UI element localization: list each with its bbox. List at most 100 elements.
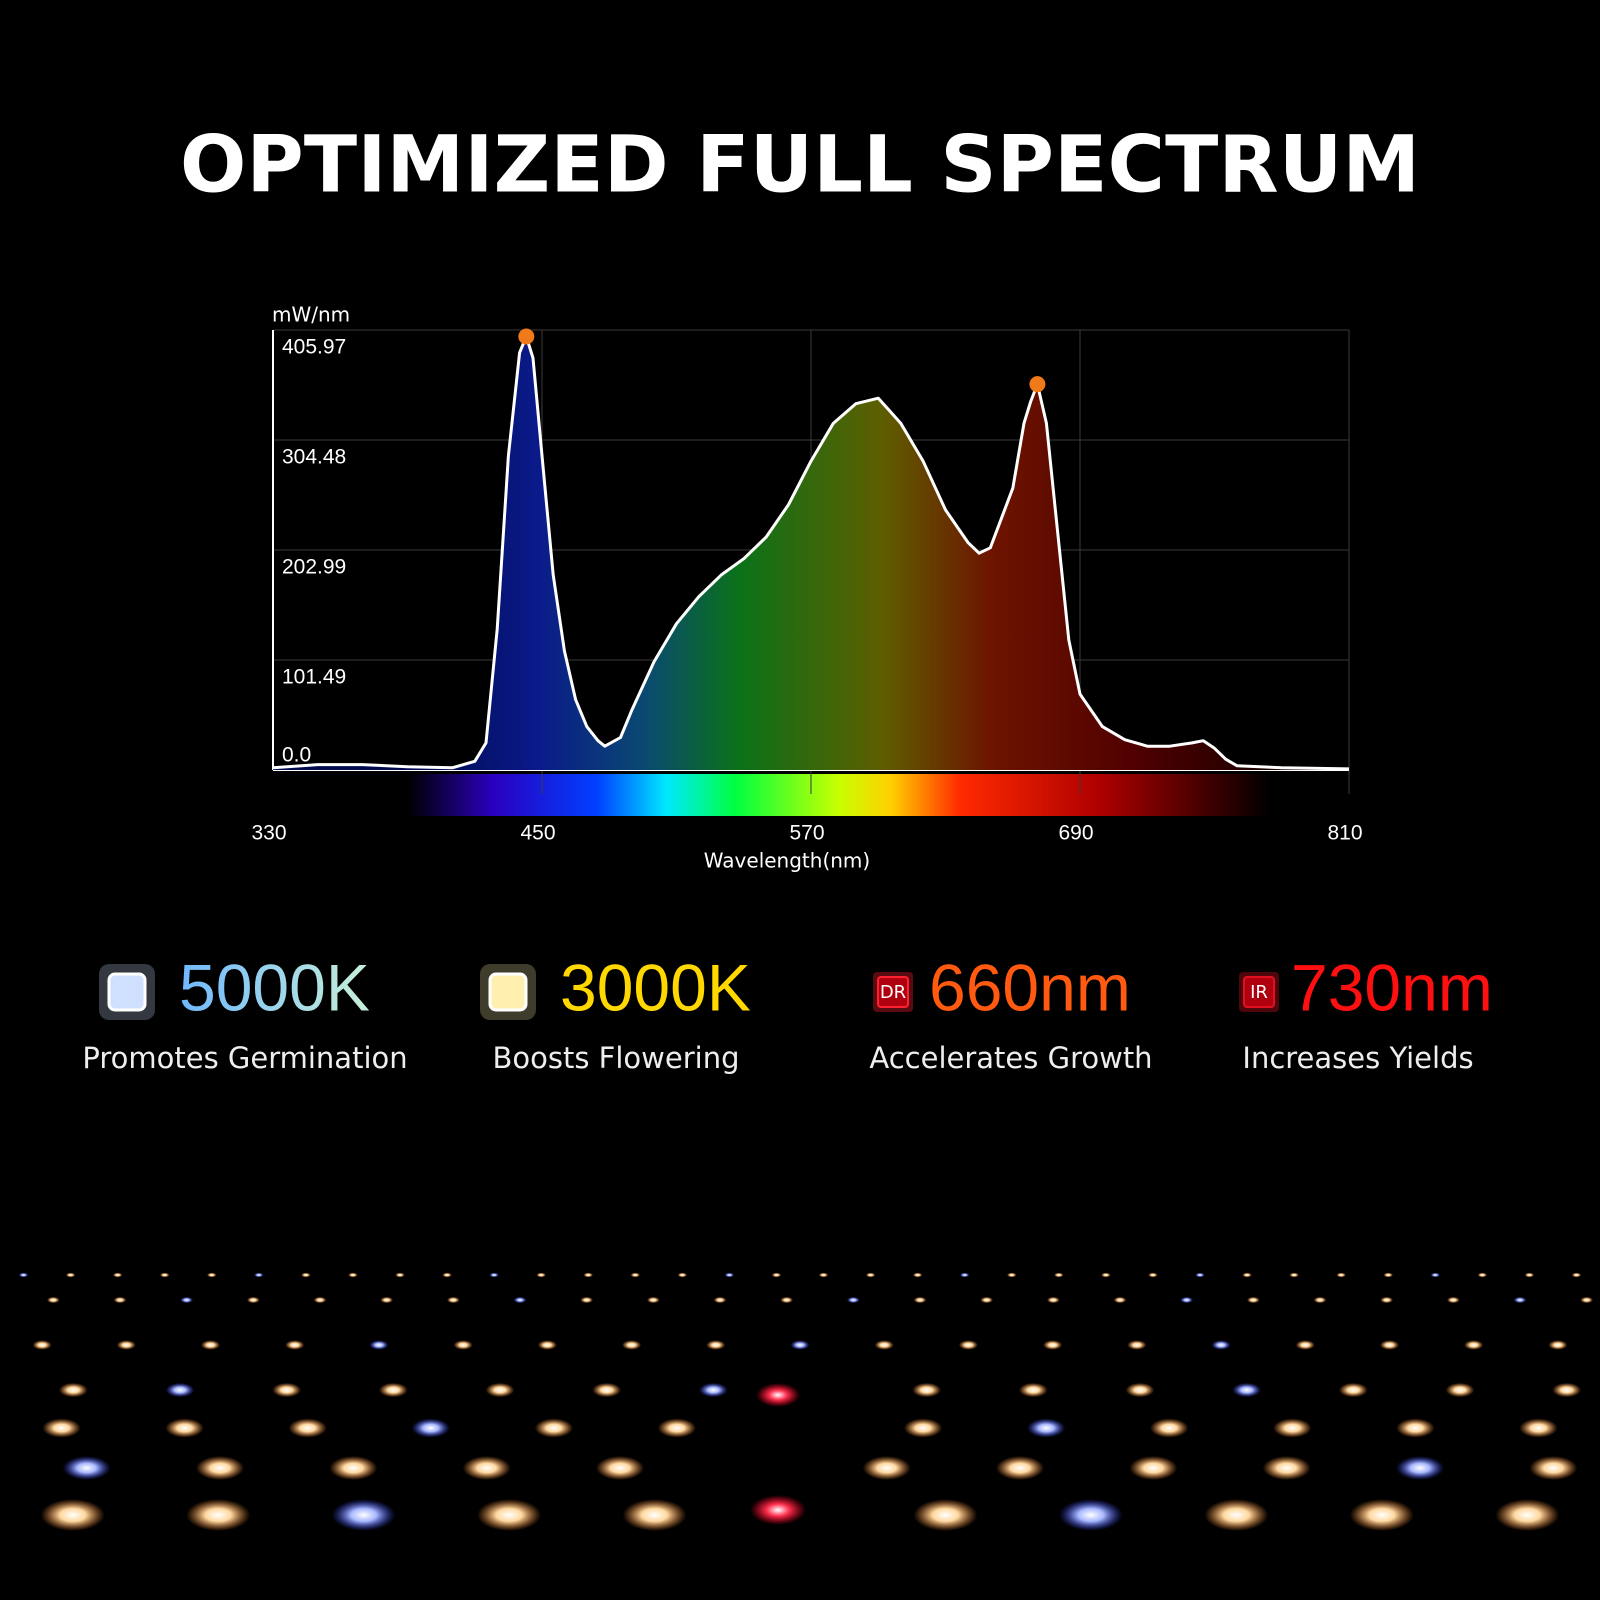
x-tick-label: 690 xyxy=(1058,822,1093,845)
y-tick-label: 0.0 xyxy=(282,744,311,767)
led xyxy=(1195,1272,1205,1278)
led xyxy=(537,1340,557,1350)
led xyxy=(846,1296,860,1304)
led xyxy=(874,1340,894,1350)
led xyxy=(196,1456,244,1480)
led xyxy=(621,1340,642,1350)
led xyxy=(1295,1340,1315,1350)
led xyxy=(411,1418,450,1438)
led xyxy=(1519,1418,1558,1438)
x-tick-label: 570 xyxy=(789,822,824,845)
led xyxy=(630,1272,641,1278)
led xyxy=(285,1340,305,1350)
led xyxy=(1383,1272,1394,1278)
led xyxy=(534,1418,574,1438)
led xyxy=(1464,1340,1484,1350)
led xyxy=(395,1272,405,1278)
led xyxy=(1129,1456,1178,1480)
led xyxy=(677,1272,688,1278)
y-tick-label: 405.97 xyxy=(282,336,346,359)
led xyxy=(1026,1418,1066,1438)
led xyxy=(58,1382,88,1398)
led xyxy=(1242,1272,1252,1278)
led xyxy=(116,1340,136,1350)
led xyxy=(1273,1418,1312,1438)
led xyxy=(112,1272,123,1278)
led xyxy=(1548,1340,1568,1350)
led xyxy=(1211,1340,1231,1350)
led xyxy=(46,1296,60,1304)
led xyxy=(65,1272,76,1278)
led xyxy=(996,1456,1044,1480)
led xyxy=(1232,1382,1262,1398)
spec-caption: Boosts Flowering xyxy=(493,1041,740,1075)
led xyxy=(272,1382,302,1398)
led xyxy=(1043,1340,1063,1350)
led xyxy=(1571,1272,1582,1278)
led xyxy=(1430,1272,1441,1278)
led xyxy=(446,1296,460,1304)
led xyxy=(1513,1296,1527,1304)
led xyxy=(1477,1272,1488,1278)
led xyxy=(580,1296,594,1304)
led xyxy=(1580,1296,1594,1304)
led xyxy=(32,1340,52,1350)
led xyxy=(165,1418,204,1438)
led xyxy=(301,1272,311,1278)
led xyxy=(818,1272,829,1278)
led xyxy=(1349,1499,1414,1531)
led xyxy=(698,1382,728,1398)
y-tick-label: 101.49 xyxy=(282,666,346,689)
y-tick-label: 304.48 xyxy=(282,446,346,469)
led xyxy=(592,1382,622,1398)
led xyxy=(912,1272,923,1278)
led xyxy=(1495,1499,1560,1531)
led xyxy=(862,1456,911,1480)
spec-value: 660nm xyxy=(929,950,1131,1024)
led xyxy=(913,1499,978,1531)
led xyxy=(1006,1272,1017,1278)
led xyxy=(912,1382,942,1398)
spec-caption: Increases Yields xyxy=(1242,1041,1473,1075)
led xyxy=(477,1499,542,1531)
led xyxy=(186,1499,251,1531)
led xyxy=(1054,1272,1064,1278)
x-axis-label: Wavelength(nm) xyxy=(704,849,870,873)
peak-marker xyxy=(1029,376,1046,393)
spectrum-line xyxy=(272,335,1350,771)
icon xyxy=(107,972,147,1012)
led xyxy=(380,1296,394,1304)
led xyxy=(583,1272,594,1278)
led xyxy=(1113,1296,1127,1304)
led xyxy=(959,1272,970,1278)
badge-label: IR xyxy=(1250,982,1268,1003)
led xyxy=(536,1272,546,1278)
led xyxy=(657,1418,697,1438)
y-tick-label: 202.99 xyxy=(282,556,346,579)
x-tick-label: 810 xyxy=(1327,822,1362,845)
led xyxy=(1336,1272,1346,1278)
led xyxy=(596,1456,644,1480)
spectrum-bar xyxy=(407,774,1271,816)
peak-marker xyxy=(518,328,535,345)
badge-box xyxy=(877,976,909,1008)
led xyxy=(1101,1272,1111,1278)
badge-box xyxy=(1243,976,1275,1008)
led xyxy=(40,1499,105,1531)
spec-value: 3000K xyxy=(560,950,751,1024)
led xyxy=(1246,1296,1260,1304)
led-photo xyxy=(18,1272,1594,1531)
led xyxy=(622,1499,687,1531)
led xyxy=(1262,1456,1311,1480)
led xyxy=(903,1418,943,1438)
led xyxy=(1313,1296,1327,1304)
led xyxy=(1125,1382,1155,1398)
led xyxy=(1446,1296,1460,1304)
led xyxy=(1058,1499,1123,1531)
led xyxy=(159,1272,170,1278)
led xyxy=(369,1340,389,1350)
led xyxy=(1338,1382,1368,1398)
led xyxy=(1148,1272,1158,1278)
led xyxy=(288,1418,327,1438)
